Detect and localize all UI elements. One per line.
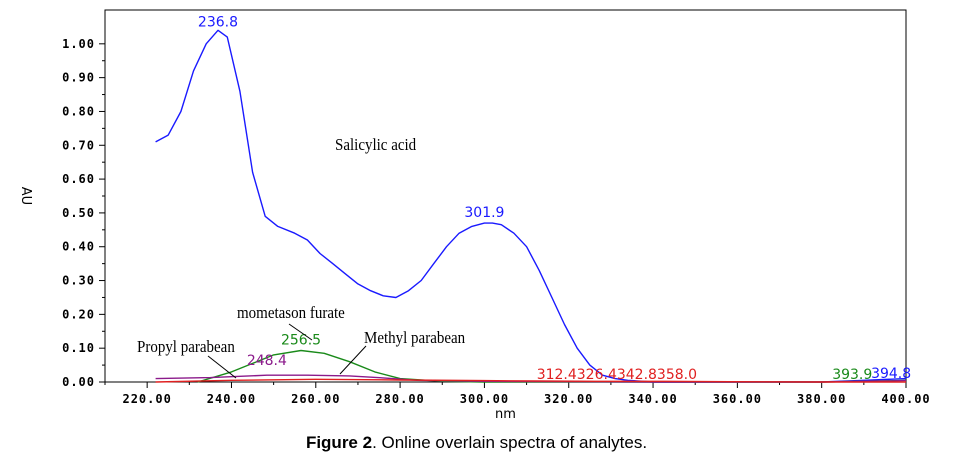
y-tick-label: 0.10 xyxy=(62,341,95,355)
y-tick-label: 0.80 xyxy=(62,104,95,118)
y-tick-label: 0.60 xyxy=(62,172,95,186)
y-tick-label: 0.00 xyxy=(62,375,95,389)
x-tick-label: 400.00 xyxy=(881,392,930,406)
peak-label: 301.9 xyxy=(464,205,504,221)
peak-label: 312.4326.4342.8358.0 xyxy=(537,367,697,383)
x-tick-label: 240.00 xyxy=(207,392,256,406)
series-line-propyl-parabean xyxy=(155,378,906,383)
x-tick-label: 260.00 xyxy=(291,392,340,406)
y-tick-label: 0.50 xyxy=(62,206,95,220)
annotation-label: Methyl parabean xyxy=(364,329,465,347)
caption-text: . Online overlain spectra of analytes. xyxy=(372,433,648,452)
annotation-leader xyxy=(207,355,237,379)
peak-label: 236.8 xyxy=(198,14,238,30)
peak-label: 248.4 xyxy=(247,353,287,369)
x-tick-label: 380.00 xyxy=(797,392,846,406)
x-tick-label: 360.00 xyxy=(713,392,762,406)
plot-frame xyxy=(104,9,907,383)
y-tick-label: 1.00 xyxy=(62,37,95,51)
x-tick-label: 340.00 xyxy=(628,392,677,406)
peak-labels: 236.8 301.9 256.5 248.4 312.4326.4342.8358.0… xyxy=(198,14,911,383)
y-tick-label: 0.30 xyxy=(62,274,95,288)
y-tick-label: 0.70 xyxy=(62,138,95,152)
annotation-label: Propyl parabean xyxy=(137,338,235,356)
x-axis-label: nm xyxy=(495,407,516,422)
y-tick-label: 0.20 xyxy=(62,307,95,321)
caption-label: Figure 2 xyxy=(305,433,373,452)
annotation-leader xyxy=(339,345,367,375)
series-line-salicylic-acid xyxy=(155,29,907,383)
x-tick-label: 280.00 xyxy=(375,392,424,406)
y-axis-label: AU xyxy=(18,187,33,205)
annotation-label: mometason furate xyxy=(237,304,345,322)
annotation-leader xyxy=(288,323,313,341)
annotation-label: Salicylic acid xyxy=(335,136,416,154)
peak-label: 394.8 xyxy=(871,366,911,382)
x-tick-label: 300.00 xyxy=(460,392,509,406)
y-tick-label: 0.40 xyxy=(62,240,95,254)
series-lines xyxy=(155,29,907,383)
peak-label: 393.9 xyxy=(832,367,872,383)
peak-label: 256.5 xyxy=(281,333,321,349)
y-tick-label: 0.90 xyxy=(62,71,95,85)
axes: 0.00 0.10 0.20 0.30 0.40 0.50 0.60 0.70 0.80 0.90… xyxy=(18,9,930,422)
x-tick-label: 320.00 xyxy=(544,392,593,406)
annotations: Salicylic acid mometason furate Methyl par… xyxy=(137,136,465,379)
figure-caption: Figure 2. Online overlain spectra of ana… xyxy=(0,433,953,453)
spectra-chart: 0.00 0.10 0.20 0.30 0.40 0.50 0.60 0.70 0.80 0.90… xyxy=(18,9,930,422)
x-tick-label: 220.00 xyxy=(122,392,171,406)
